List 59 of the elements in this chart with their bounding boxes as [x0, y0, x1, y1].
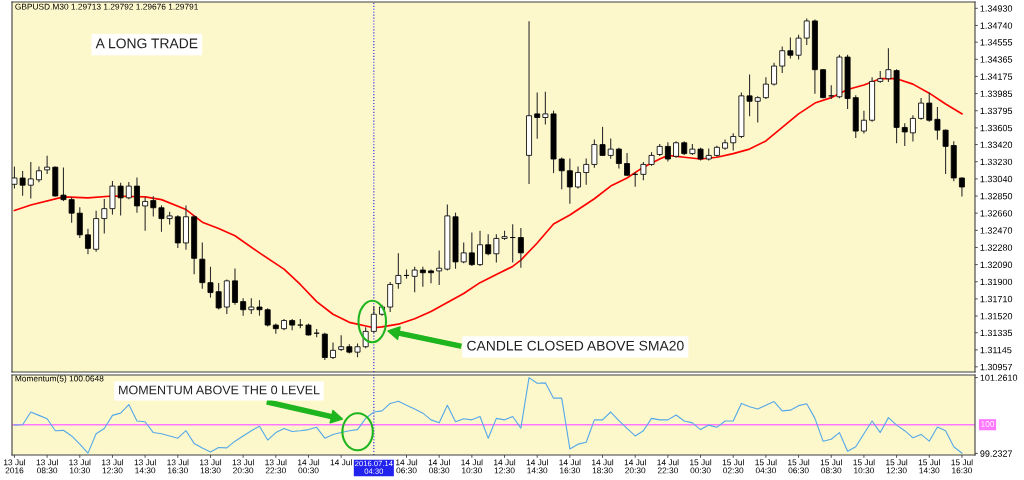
x-tick-label: 13 Jul 08:30	[36, 459, 58, 474]
y-tick-label: 1.32660	[980, 210, 1013, 217]
y-tick-label: 1.33605	[980, 124, 1013, 132]
y-tick-label: 1.31520	[980, 313, 1013, 320]
y-tick-label: 1.30957	[980, 363, 1013, 371]
x-tick-label: 14 Jul 22:30	[657, 459, 679, 474]
y-tick-label: 1.32090	[980, 261, 1013, 268]
x-tick-label: 14 Jul 12:30	[494, 459, 516, 474]
x-tick-label: 14 Jul 20:30	[624, 459, 646, 474]
y-tick-label: 1.31900	[980, 278, 1013, 286]
x-tick-label: 13 Jul 20:30	[232, 459, 254, 474]
y-tick-label: 101.2610	[980, 374, 1018, 381]
annotation: A LONG TRADE	[95, 38, 198, 49]
x-tick-label: 15 Jul 12:30	[886, 459, 908, 474]
y-tick-label: 99.2327	[980, 450, 1013, 457]
annotation: CANDLE CLOSED ABOVE SMA20	[467, 340, 684, 351]
y-tick-label: 1.34175	[980, 73, 1013, 80]
x-tick-label: 13 Jul 10:30	[69, 459, 91, 474]
y-tick-label: 1.33795	[980, 107, 1013, 115]
y-tick-label: 1.32470	[980, 227, 1013, 234]
x-tick-label: 14 Jul 08:30	[428, 459, 450, 474]
x-tick-label: 14 Jul 16:30	[559, 459, 581, 474]
y-tick-label: 1.34930	[980, 5, 1013, 12]
x-tick-label: 14 Jul 00:30	[298, 459, 320, 474]
x-tick-label: 15 Jul 10:30	[853, 459, 875, 474]
x-tick-label: 15 Jul 16:30	[951, 459, 973, 474]
annotation: MOMENTUM ABOVE THE 0 LEVEL	[119, 385, 320, 395]
chart-title: Momentum(5) 100.0648	[15, 375, 104, 384]
y-tick-label: 1.34555	[980, 39, 1013, 46]
x-tick-label: 13 Jul 16:30	[167, 459, 189, 474]
x-tick-label: 13 Jul 2016	[3, 459, 26, 474]
x-tick-label: 14 Jul 10:30	[461, 459, 483, 474]
y-tick-label: 1.33230	[980, 158, 1013, 166]
x-tick-label: 15 Jul 04:30	[755, 459, 777, 474]
x-tick-label: 13 Jul 22:30	[265, 459, 287, 474]
x-tick-label: 14 Jul 06:30	[396, 459, 418, 474]
x-tick-label: 14 Jul 18:30	[592, 459, 614, 474]
x-tick-label: 14 Jul 14:30	[526, 459, 548, 474]
x-tick-label: 15 Jul 14:30	[918, 459, 940, 474]
chart-title: GBPUSD.M30 1.29713 1.29792 1.29676 1.29791	[15, 3, 198, 10]
x-tick-label: 15 Jul 02:30	[722, 459, 744, 474]
y-tick-label: 1.33040	[980, 175, 1013, 183]
y-tick-label: 1.34740	[980, 22, 1013, 29]
y-tick-label: 1.31335	[980, 329, 1013, 337]
x-tick-label: 13 Jul 18:30	[200, 459, 222, 474]
y-tick-label: 1.32850	[980, 192, 1013, 200]
y-tick-label: 1.31145	[980, 346, 1012, 354]
x-tick-label: 13 Jul 14:30	[134, 459, 156, 474]
x-tick-label: 15 Jul 00:30	[690, 459, 712, 474]
x-tick-label: 14 Jul	[330, 459, 352, 466]
y-tick-label: 1.33420	[980, 141, 1013, 148]
x-tick-label: 13 Jul 12:30	[101, 459, 124, 474]
y-tick-label: 1.34365	[980, 56, 1013, 63]
x-tick-label: 15 Jul 06:30	[788, 459, 810, 474]
y-tick-label: 1.31710	[980, 295, 1013, 303]
y-tick-label: 1.32280	[980, 244, 1013, 251]
x-tick-label: 15 Jul 08:30	[820, 459, 842, 474]
y-tick-label: 1.33985	[980, 90, 1013, 97]
ref-line-label: 100	[981, 421, 995, 427]
